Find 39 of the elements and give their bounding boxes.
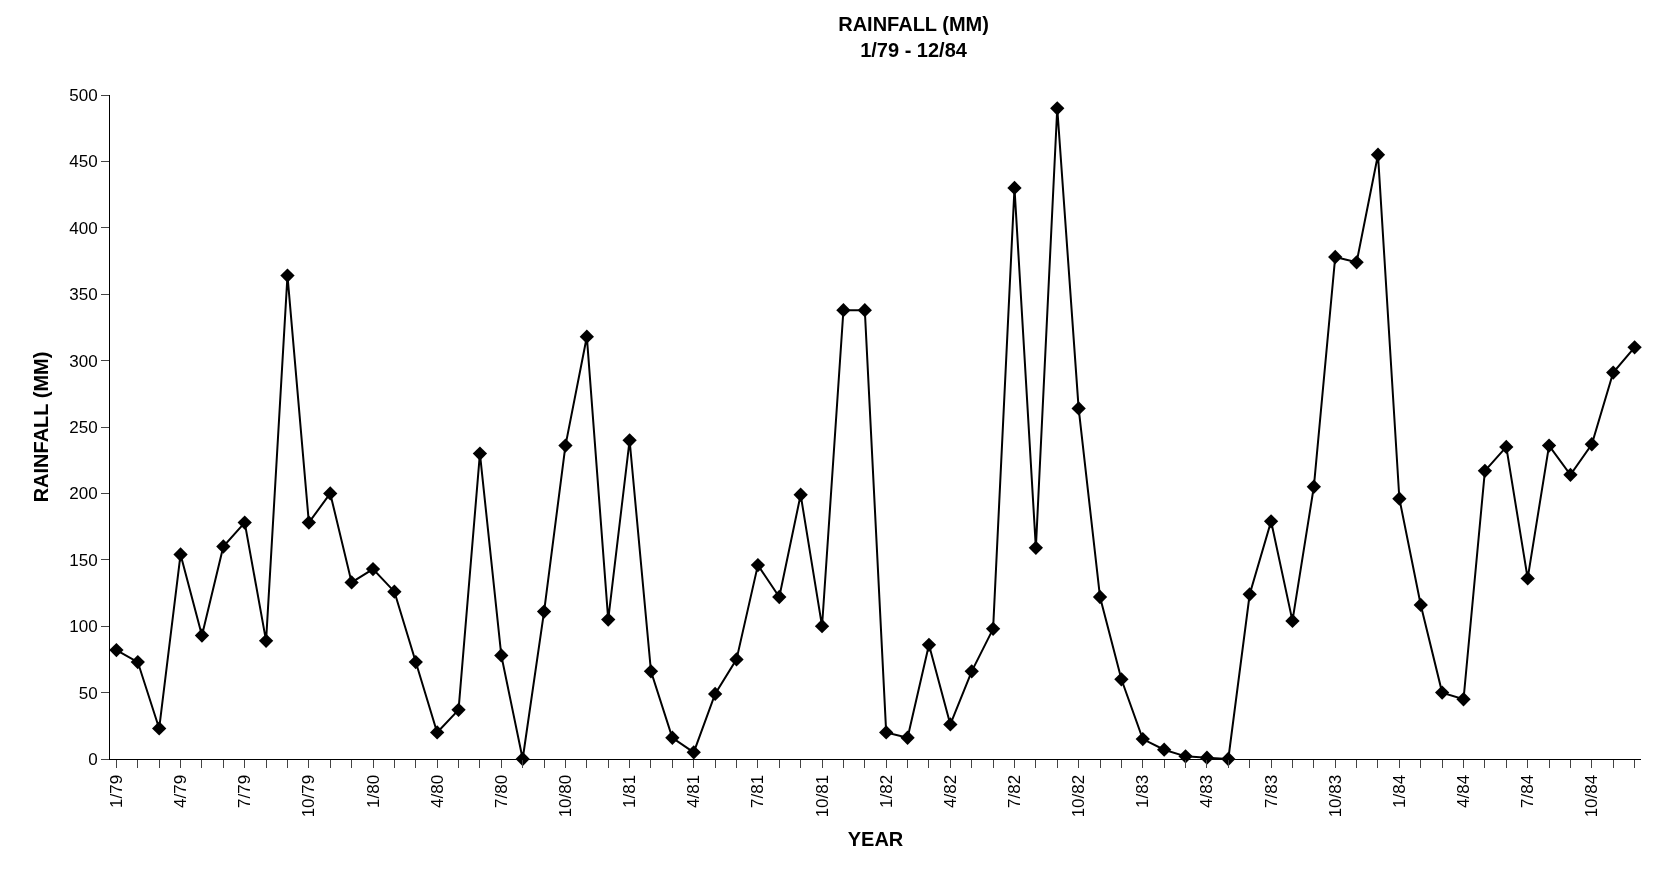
y-tick-label: 100: [69, 617, 98, 637]
x-tick-label: 1/83: [1133, 774, 1153, 808]
y-tick-label: 250: [69, 417, 98, 437]
x-tick-label: 10/80: [555, 774, 575, 818]
y-tick-label: 350: [69, 285, 98, 305]
x-tick-label: 7/79: [235, 774, 255, 808]
y-tick-label: 150: [69, 550, 98, 570]
y-tick-label: 450: [69, 152, 98, 172]
x-tick-label: 1/82: [876, 774, 896, 808]
chart-subtitle: 1/79 - 12/84: [860, 39, 968, 62]
x-tick-label: 1/79: [106, 774, 126, 808]
x-tick-label: 4/80: [427, 774, 447, 808]
y-tick-label: 200: [69, 484, 98, 504]
x-tick-label: 7/83: [1261, 774, 1281, 808]
x-tick-label: 4/83: [1197, 774, 1217, 808]
x-tick-label: 10/79: [299, 774, 319, 818]
y-tick-label: 400: [69, 218, 98, 238]
x-tick-label: 1/80: [363, 774, 383, 808]
chart-title: RAINFALL (MM): [838, 13, 989, 36]
y-tick-label: 50: [78, 683, 98, 703]
y-axis-title: RAINFALL (MM): [29, 351, 52, 503]
x-tick-label: 7/81: [748, 774, 768, 808]
x-tick-label: 10/84: [1582, 774, 1602, 818]
x-axis-title: YEAR: [847, 827, 904, 850]
x-tick-label: 4/81: [684, 774, 704, 808]
x-tick-label: 7/84: [1518, 774, 1538, 808]
y-tick-label: 300: [69, 351, 98, 371]
x-tick-label: 4/82: [940, 774, 960, 808]
x-tick-label: 4/79: [171, 774, 191, 808]
y-tick-label: 500: [69, 85, 98, 105]
x-tick-label: 10/82: [1069, 774, 1089, 818]
x-tick-label: 10/83: [1325, 774, 1345, 818]
x-tick-label: 1/81: [620, 774, 640, 808]
x-tick-label: 10/81: [812, 774, 832, 818]
x-tick-label: 7/80: [491, 774, 511, 808]
x-tick-label: 7/82: [1005, 774, 1025, 808]
y-tick-label: 0: [88, 749, 98, 769]
x-tick-label: 1/84: [1389, 774, 1409, 808]
x-tick-label: 4/84: [1454, 774, 1474, 808]
